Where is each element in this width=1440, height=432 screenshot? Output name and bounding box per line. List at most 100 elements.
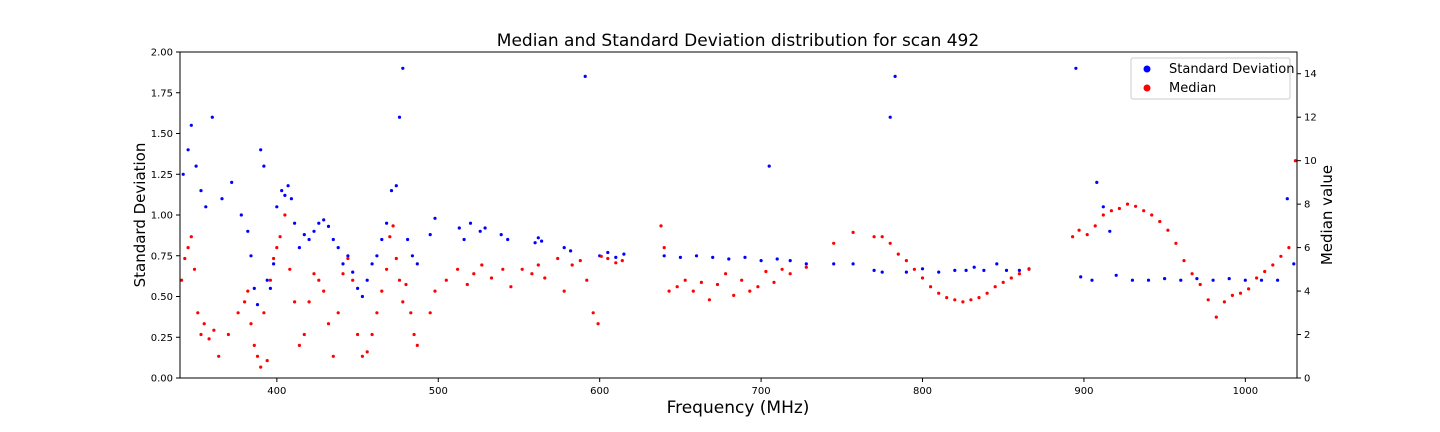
standard-deviation-point xyxy=(307,237,311,242)
y-right-tick-label: 4 xyxy=(1304,287,1310,298)
standard-deviation-point xyxy=(322,218,326,222)
median-point xyxy=(356,332,360,337)
y-left-tick-label: 2.00 xyxy=(151,48,173,59)
standard-deviation-point xyxy=(483,226,487,230)
standard-deviation-point xyxy=(204,205,208,209)
median-point xyxy=(375,311,379,315)
standard-deviation-point xyxy=(622,252,626,256)
median-point xyxy=(388,235,392,239)
standard-deviation-point xyxy=(268,286,272,290)
standard-deviation-point xyxy=(462,237,466,242)
median-point xyxy=(896,252,900,256)
standard-deviation-point xyxy=(1146,278,1151,282)
median-point xyxy=(397,278,402,282)
median-point xyxy=(312,272,316,276)
median-point xyxy=(904,259,909,263)
median-point xyxy=(929,285,933,289)
standard-deviation-point xyxy=(775,257,779,261)
median-point xyxy=(920,276,925,280)
standard-deviation-point xyxy=(937,270,941,274)
median-point xyxy=(360,354,364,358)
legend-label-standard-deviation: Standard Deviation xyxy=(1169,62,1294,77)
standard-deviation-point xyxy=(360,294,364,299)
median-point xyxy=(969,298,973,302)
median-point xyxy=(530,272,534,276)
median-point xyxy=(832,241,836,245)
median-point xyxy=(297,343,301,347)
median-point xyxy=(1101,213,1105,217)
median-point xyxy=(945,296,949,300)
median-point xyxy=(683,278,687,282)
standard-deviation-point xyxy=(283,193,287,197)
median-point xyxy=(591,311,595,315)
median-point xyxy=(196,311,200,315)
standard-deviation-point xyxy=(186,148,190,152)
standard-deviation-point xyxy=(694,254,699,258)
median-point xyxy=(252,343,256,347)
y-right-tick-label: 6 xyxy=(1304,243,1310,254)
median-point xyxy=(1071,235,1075,239)
median-point xyxy=(872,235,876,239)
median-point xyxy=(1174,241,1178,245)
median-point xyxy=(764,269,768,274)
standard-deviation-point xyxy=(220,197,224,201)
median-point xyxy=(472,272,476,276)
y-right-tick-label: 8 xyxy=(1304,200,1310,211)
standard-deviation-point xyxy=(982,268,986,272)
median-point xyxy=(985,291,989,295)
y-right-tick-label: 0 xyxy=(1304,374,1310,385)
standard-deviation-point xyxy=(255,303,260,307)
standard-deviation-point xyxy=(394,184,398,188)
median-point xyxy=(599,254,603,258)
x-tick-label: 500 xyxy=(429,386,448,397)
chart-title: Median and Standard Deviation distributi… xyxy=(497,31,979,51)
median-point xyxy=(404,282,408,287)
median-point xyxy=(394,256,398,261)
standard-deviation-point xyxy=(210,115,214,119)
standard-deviation-point xyxy=(1195,277,1199,281)
median-point xyxy=(880,235,884,239)
median-point xyxy=(351,278,355,282)
median-point xyxy=(1093,224,1097,228)
median-point xyxy=(1009,276,1013,280)
x-tick-label: 900 xyxy=(1074,386,1093,397)
standard-deviation-point xyxy=(614,255,618,259)
median-point xyxy=(1271,263,1275,267)
median-point xyxy=(1134,204,1138,208)
legend-marker-median xyxy=(1143,84,1151,92)
median-point xyxy=(804,265,808,269)
standard-deviation-point xyxy=(832,262,836,266)
standard-deviation-point xyxy=(468,221,473,225)
standard-deviation-point xyxy=(280,189,284,193)
median-point xyxy=(317,278,321,282)
median-point xyxy=(385,267,389,271)
x-axis-ticks: 400 500 600 700 800 900 1000 xyxy=(267,378,1258,397)
median-point xyxy=(977,296,981,300)
median-point xyxy=(1190,272,1194,276)
median-point xyxy=(620,259,624,263)
median-point xyxy=(268,278,272,282)
median-point xyxy=(322,289,326,293)
median-point xyxy=(1214,315,1218,319)
y-right-tick-label: 2 xyxy=(1304,330,1310,341)
median-point xyxy=(501,267,505,271)
standard-deviation-point xyxy=(275,205,279,209)
median-point xyxy=(756,285,760,289)
standard-deviation-point xyxy=(711,255,715,259)
median-point xyxy=(489,276,494,280)
standard-deviation-point xyxy=(341,262,345,266)
standard-deviation-point xyxy=(265,278,269,282)
standard-deviation-point xyxy=(964,268,968,272)
median-point xyxy=(675,285,679,289)
median-point xyxy=(662,246,666,250)
median-point xyxy=(1109,209,1113,213)
median-point xyxy=(1206,298,1210,302)
y-left-tick-label: 1.75 xyxy=(151,88,173,99)
standard-deviation-point xyxy=(1179,278,1183,282)
standard-deviation-point xyxy=(1243,278,1247,282)
median-point xyxy=(278,235,282,239)
standard-deviation-point xyxy=(478,229,482,233)
standard-deviation-point xyxy=(286,184,290,188)
standard-deviation-point xyxy=(312,229,316,233)
standard-deviation-point xyxy=(499,233,503,237)
